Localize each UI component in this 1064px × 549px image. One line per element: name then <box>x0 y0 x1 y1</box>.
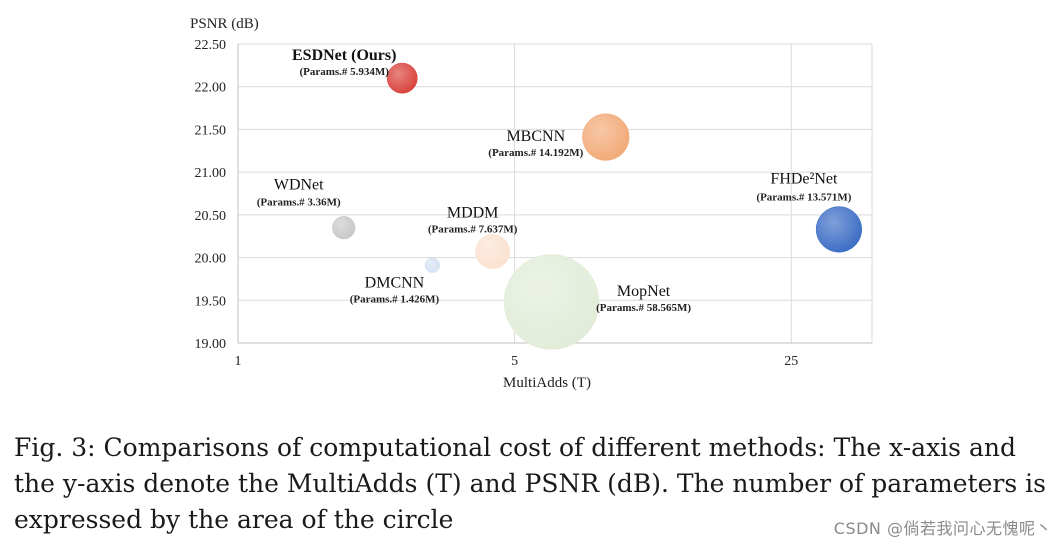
point-name-label: MBCNN <box>506 128 565 145</box>
x-tick-label: 1 <box>235 354 242 369</box>
x-tick-label: 25 <box>784 354 798 369</box>
point-params-label: (Params.# 58.565M) <box>596 302 691 314</box>
y-tick-label: 20.50 <box>195 209 227 224</box>
y-tick-label: 21.50 <box>195 123 227 138</box>
point-params-label: (Params.# 13.571M) <box>756 191 851 203</box>
x-tick-label: 5 <box>511 354 518 369</box>
point-params-label: (Params.# 1.426M) <box>350 293 440 305</box>
bubble-point <box>424 257 441 273</box>
point-params-label: (Params.# 5.934M) <box>299 66 389 78</box>
x-axis-title: MultiAdds (T) <box>503 375 591 391</box>
y-tick-label: 19.50 <box>195 294 227 309</box>
point-name-label: WDNet <box>274 177 324 194</box>
bubbles <box>332 62 863 350</box>
point-name-label: FHDe²Net <box>770 170 838 187</box>
bubble-chart: 19.00 19.50 20.00 20.50 21.00 21.50 22.00 22.50… <box>190 16 873 391</box>
y-tick-label: 21.00 <box>195 166 227 181</box>
y-axis-title: PSNR (dB) <box>190 16 259 32</box>
point-name-label: MDDM <box>447 205 499 222</box>
grid <box>238 43 873 343</box>
y-tick-label: 20.00 <box>195 252 227 267</box>
bubble-point <box>332 216 356 240</box>
point-name-label: ESDNet (Ours) <box>292 47 396 64</box>
y-tick-label: 22.00 <box>195 81 227 96</box>
point-labels: ESDNet (Ours) (Params.# 5.934M) MBCNN (Para… <box>257 47 852 314</box>
point-name-label: MopNet <box>617 283 671 300</box>
bubble-point <box>815 206 863 253</box>
point-params-label: (Params.# 3.36M) <box>257 197 341 209</box>
bubble-point <box>475 234 511 269</box>
bubble-point <box>503 254 600 350</box>
y-tick-label: 22.50 <box>195 38 227 53</box>
point-name-label: DMCNN <box>365 274 425 291</box>
point-params-label: (Params.# 14.192M) <box>488 147 583 159</box>
figure-caption: Fig. 3: Comparisons of computational cos… <box>14 433 1046 534</box>
bubble-point <box>582 113 630 161</box>
bubble-point <box>386 62 418 94</box>
axes: 19.00 19.50 20.00 20.50 21.00 21.50 22.00 22.50… <box>190 16 872 391</box>
csdn-watermark: CSDN @倘若我问心无愧呢丶 <box>833 519 1052 538</box>
point-params-label: (Params.# 7.637M) <box>428 224 518 236</box>
y-tick-label: 19.00 <box>195 337 227 352</box>
